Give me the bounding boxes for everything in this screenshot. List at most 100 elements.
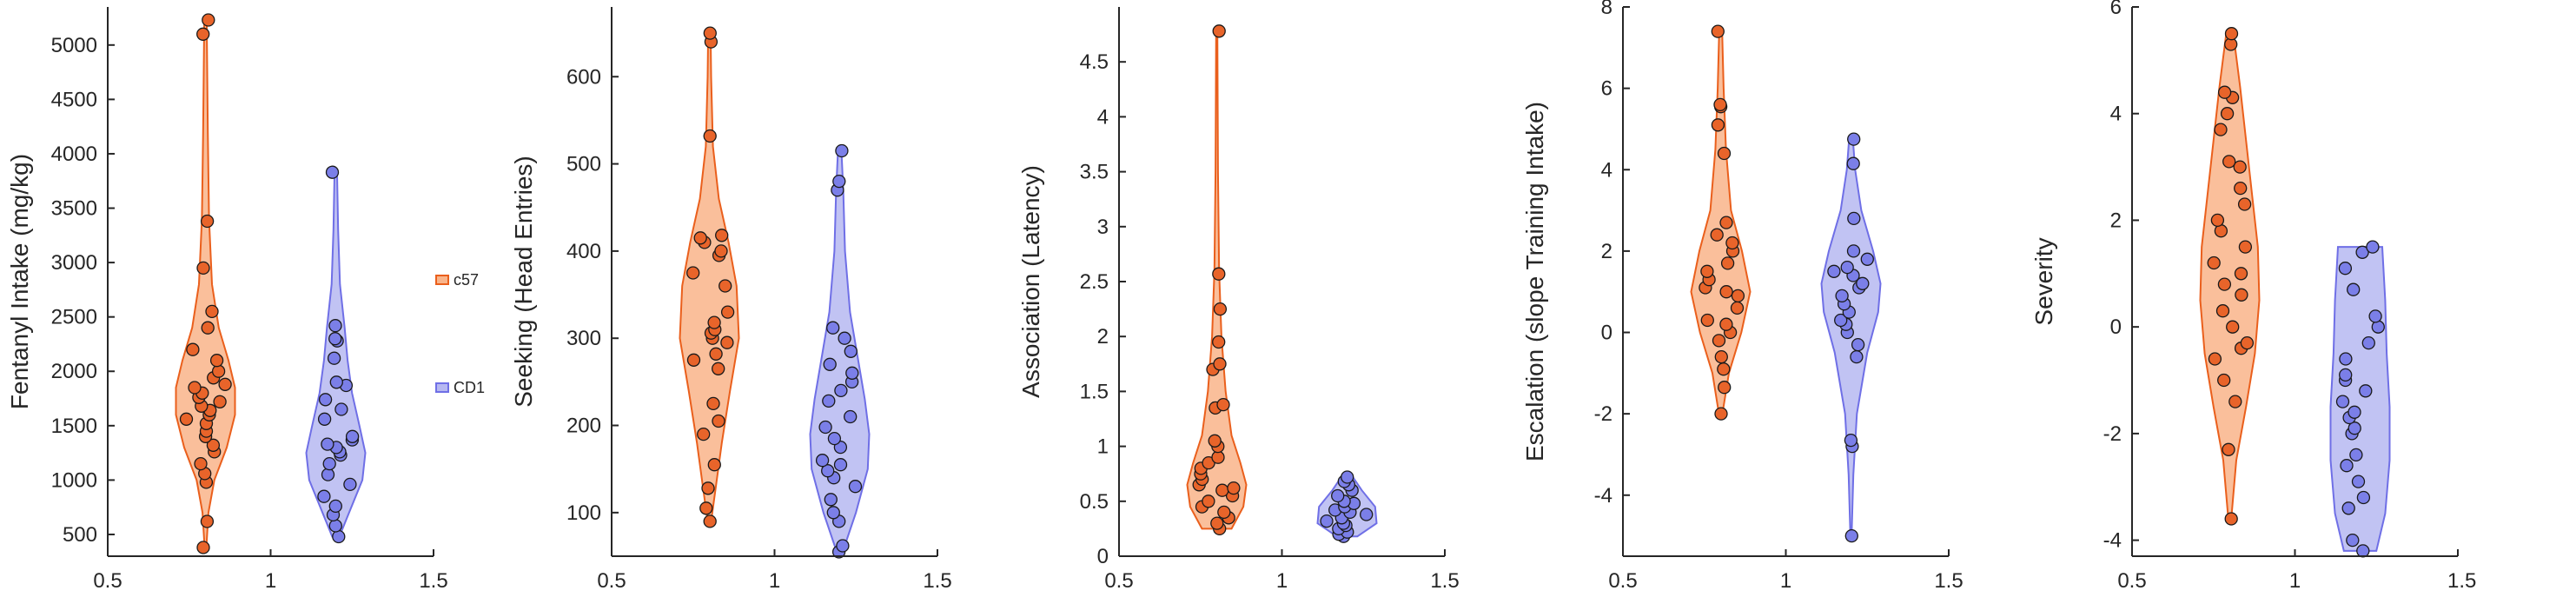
data-point-cd1 [1847,211,1861,226]
data-point-c57 [218,377,232,391]
y-tick-label: 2 [1097,325,1109,348]
data-point-c57 [686,266,700,280]
data-point-cd1 [2346,533,2360,548]
data-point-c57 [1202,494,1215,508]
data-point-cd1 [328,519,342,533]
data-point-cd1 [1835,289,1849,303]
y-tick-label: 6 [2110,0,2122,19]
y-tick-label: 2 [1601,240,1612,263]
legend-label: c57 [454,271,479,289]
data-point-c57 [2217,373,2231,388]
x-tick-label: 0.5 [2117,569,2146,593]
data-point-c57 [693,231,707,245]
x-tick-label: 0.5 [93,569,122,593]
data-point-cd1 [1834,313,1848,328]
data-point-cd1 [1856,276,1870,290]
data-point-c57 [2210,213,2225,228]
data-point-cd1 [1341,470,1354,484]
x-tick-label: 1.5 [419,569,447,593]
x-tick-label: 1 [1276,569,1288,593]
y-tick-label: 3.5 [1080,161,1109,184]
data-point-c57 [718,279,732,293]
data-point-cd1 [328,319,342,333]
legend-swatch-c57 [435,275,449,285]
y-tick-label: 4 [1097,105,1109,129]
data-point-cd1 [844,409,858,424]
data-point-c57 [1208,434,1222,448]
data-point-c57 [712,362,725,375]
data-point-c57 [2235,288,2248,302]
data-point-c57 [201,321,215,335]
data-point-cd1 [2335,395,2350,408]
data-point-cd1 [2347,282,2361,296]
data-point-c57 [1718,381,1732,395]
y-tick-label: 4 [2110,103,2122,126]
data-point-cd1 [2348,421,2361,435]
data-point-cd1 [1847,132,1861,146]
data-point-cd1 [821,464,835,478]
y-tick-label: 2.5 [1080,270,1109,294]
data-point-cd1 [822,394,836,408]
data-point-cd1 [325,165,340,179]
data-point-c57 [701,481,715,495]
data-point-c57 [196,27,210,41]
y-tick-label: 400 [566,240,601,263]
data-point-cd1 [2366,240,2380,254]
data-point-cd1 [1844,528,1858,543]
data-point-c57 [1213,357,1227,371]
data-point-c57 [209,354,224,368]
data-point-c57 [1212,267,1226,281]
data-point-cd1 [836,539,850,553]
x-tick-label: 1.5 [1934,569,1963,593]
y-tick-label: -2 [2103,422,2122,446]
data-point-cd1 [833,458,848,472]
data-point-cd1 [329,375,343,389]
data-point-cd1 [818,420,832,435]
y-axis-label: Seeking (Head Entries) [510,156,537,407]
data-point-cd1 [2356,544,2370,558]
data-point-c57 [2238,240,2253,254]
data-point-cd1 [2359,384,2373,398]
x-tick-label: 0.5 [1608,569,1637,593]
data-point-c57 [1227,481,1241,495]
data-point-c57 [2228,395,2242,408]
x-tick-label: 1 [1780,569,1791,593]
legend-label: CD1 [454,379,485,396]
y-tick-label: 4500 [51,88,97,111]
data-point-c57 [196,261,210,275]
data-point-cd1 [1840,260,1854,275]
data-point-cd1 [2341,501,2355,515]
data-point-cd1 [332,529,346,544]
x-tick-label: 1.5 [1430,569,1459,593]
y-tick-label: 3 [1097,216,1109,239]
data-point-c57 [1711,118,1725,132]
data-point-cd1 [2349,448,2363,462]
data-point-cd1 [1851,337,1865,352]
data-point-c57 [2222,442,2235,456]
data-point-c57 [202,13,215,27]
violin-cd1 [809,149,871,553]
y-tick-label: -4 [2103,529,2122,553]
data-point-cd1 [826,506,840,520]
data-point-c57 [1713,97,1727,112]
y-tick-label: 0 [2110,315,2122,339]
data-point-c57 [1717,146,1732,161]
data-point-c57 [1720,256,1735,270]
data-point-cd1 [343,477,357,492]
data-point-c57 [1725,236,1739,250]
data-point-c57 [1710,228,1724,242]
data-point-c57 [1717,362,1731,376]
chart-panel-5: -4 -2 0 2 4 6 0.5 1 1.5 Severity [2030,0,2476,593]
data-point-cd1 [328,499,342,514]
x-tick-label: 1 [265,569,276,593]
data-point-cd1 [844,344,858,358]
data-point-cd1 [826,321,840,335]
data-point-c57 [1217,505,1231,520]
data-point-c57 [194,456,208,471]
legend: c57 CD1 [435,271,485,396]
data-point-c57 [1730,301,1745,315]
data-point-c57 [709,347,723,361]
data-point-cd1 [322,456,336,471]
